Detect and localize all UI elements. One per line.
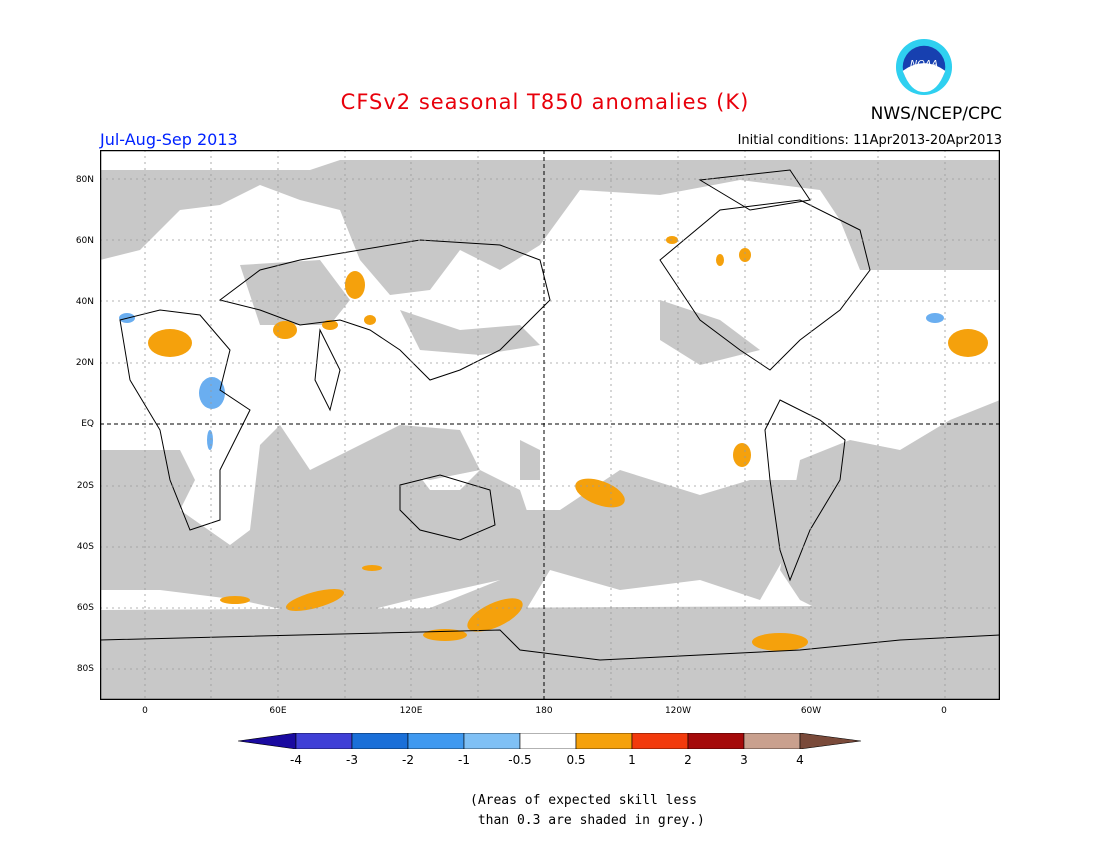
svg-text:NOAA: NOAA — [910, 59, 938, 70]
anomaly-map — [100, 150, 1000, 700]
colorbar-tick-label: -2 — [402, 753, 414, 767]
lat-label: 80N — [75, 175, 94, 185]
lon-label: 0 — [142, 706, 148, 716]
agency-label: NWS/NCEP/CPC — [870, 104, 1002, 124]
colorbar-tick-label: -3 — [346, 753, 358, 767]
lat-label: 20N — [75, 358, 94, 368]
cold-anomalies — [119, 313, 944, 450]
colorbar-swatch — [295, 733, 353, 749]
colorbar-swatch — [463, 733, 521, 749]
colorbar-tick-label: 2 — [684, 753, 692, 767]
colorbar-tick-label: -4 — [290, 753, 302, 767]
lat-label: 40N — [75, 297, 94, 307]
lat-label: EQ — [81, 419, 94, 429]
skill-note-line: (Areas of expected skill less — [470, 793, 697, 808]
map-title: CFSv2 seasonal T850 anomalies (K) — [340, 90, 750, 114]
lat-label: 20S — [76, 481, 94, 491]
lon-label: 60W — [800, 706, 822, 716]
lat-label: 60N — [75, 236, 94, 246]
lon-label: 120E — [399, 706, 423, 716]
lon-label: 0 — [941, 706, 947, 716]
skill-note-line: than 0.3 are shaded in grey.) — [470, 813, 705, 828]
lat-label: 40S — [76, 542, 94, 552]
warm-anomalies — [148, 236, 988, 651]
lat-label: 60S — [76, 603, 94, 613]
coastlines — [100, 169, 1000, 661]
noaa-logo: NOAA — [895, 38, 953, 96]
colorbar-swatch — [575, 733, 633, 749]
lon-label: 120W — [664, 706, 692, 716]
low-skill-shading — [100, 160, 1000, 700]
colorbar-tick-label: 0.5 — [566, 753, 586, 767]
colorbar — [238, 733, 862, 749]
initial-conditions-label: Initial conditions: 11Apr2013-20Apr2013 — [737, 133, 1002, 148]
lon-label: 60E — [269, 706, 287, 716]
season-label: Jul-Aug-Sep 2013 — [100, 130, 238, 149]
colorbar-tick-label: 3 — [740, 753, 748, 767]
colorbar-swatch — [687, 733, 745, 749]
colorbar-tick-label: -0.5 — [508, 753, 532, 767]
colorbar-tick-label: -1 — [458, 753, 470, 767]
colorbar-swatch — [799, 733, 862, 749]
colorbar-swatch — [519, 733, 577, 749]
colorbar-swatch — [631, 733, 689, 749]
skill-note: (Areas of expected skill less than 0.3 a… — [470, 791, 730, 831]
colorbar-swatch — [238, 733, 297, 749]
lon-label: 180 — [535, 706, 553, 716]
colorbar-swatch — [743, 733, 801, 749]
colorbar-swatch — [351, 733, 409, 749]
graticule — [100, 150, 1000, 700]
colorbar-tick-label: 1 — [628, 753, 636, 767]
lat-label: 80S — [76, 664, 94, 674]
colorbar-tick-label: 4 — [796, 753, 804, 767]
colorbar-swatch — [407, 733, 465, 749]
